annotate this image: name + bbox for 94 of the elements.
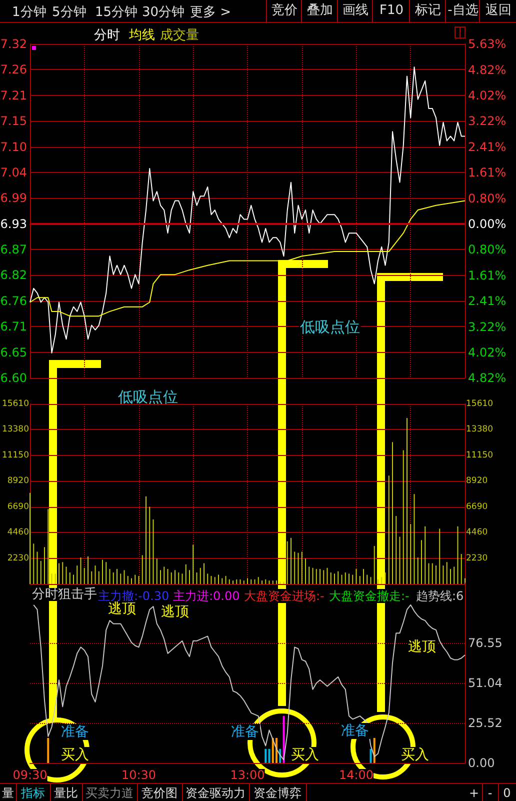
y-tick-label: 4460: [7, 528, 29, 538]
y-tick-label: 15610: [2, 399, 29, 409]
y-tick-label: 6.76: [0, 294, 27, 308]
y2-tick-label: 1.61%: [468, 165, 506, 180]
annotation: 准备: [61, 724, 89, 740]
line-series: [30, 66, 466, 354]
text: 竞价: [266, 0, 302, 22]
text: 分时: [94, 28, 120, 43]
y-tick-label: 6.99: [0, 191, 27, 206]
text: 叠加: [301, 0, 338, 22]
text: 均线: [128, 28, 155, 43]
chart-title: 分时狙击手: [32, 587, 97, 602]
annotation: 买入: [401, 747, 429, 763]
y-tick-label: 7.26: [0, 62, 27, 77]
text: +: [466, 784, 483, 801]
y2-tick-label: 4.82%: [468, 62, 506, 77]
annotation: 低吸点位: [118, 388, 178, 406]
bar: [373, 738, 376, 763]
y2-tick-label: 3.22%: [468, 320, 506, 334]
y2-tick-label: 4.02%: [468, 88, 506, 102]
y-tick-label: 6.87: [0, 242, 27, 257]
y-tick-label: 0.00: [468, 756, 495, 770]
annotation: 主力进:0.00: [173, 589, 240, 603]
annotation: 准备: [231, 724, 259, 740]
text: 成交量: [160, 27, 199, 43]
bar: [370, 748, 372, 763]
text: F10: [372, 0, 410, 22]
text: 资金博弈: [249, 784, 307, 801]
y-tick-label: 13380: [2, 424, 29, 435]
x-tick-label: 14:00: [338, 768, 374, 782]
y-tick-label: 8920: [7, 476, 29, 486]
text: 15分钟: [95, 4, 138, 21]
y2-tick-label: 0.80%: [468, 242, 506, 257]
y-tick-label: 7.32: [0, 37, 27, 51]
y-tick-label: 6.65: [0, 345, 27, 360]
y2-tick-label: 3.22%: [468, 114, 506, 128]
y-tick-label: 6690: [7, 502, 29, 512]
y2-tick-label: 2.41%: [468, 294, 506, 308]
text: 量: [0, 784, 17, 801]
text: 5分钟: [52, 4, 86, 21]
annotation: 准备: [341, 723, 369, 739]
annotation: 大盘资金进场:-: [244, 589, 324, 603]
y2-tick-label: 5.63%: [468, 37, 506, 51]
y-tick-label: 7.04: [0, 165, 27, 180]
text: 1分钟: [12, 4, 46, 21]
text: 竞价图: [137, 784, 183, 801]
annotation: 买入: [61, 747, 89, 763]
y-tick-label: 51.04: [468, 676, 502, 690]
annotation: 大盘资金撤走:-: [329, 589, 410, 603]
y2-tick-label: 4.82%: [468, 371, 506, 385]
y-tick-label: 2230: [7, 553, 29, 564]
y-tick-label: 25.52: [468, 716, 502, 730]
text: 返回: [479, 0, 516, 22]
y-tick-label: 11150: [2, 450, 29, 460]
text: 买卖力道: [82, 784, 138, 801]
y-tick-label: 7.21: [0, 88, 27, 102]
text: 量比: [50, 784, 83, 801]
text: 更多 >: [190, 4, 232, 21]
bar: [264, 748, 267, 763]
text: 标记: [409, 0, 446, 22]
text: 30分钟: [142, 4, 185, 21]
y2-tick-label: 2.41%: [468, 140, 506, 154]
y-tick-label: 6.82: [0, 268, 27, 282]
text: -: [482, 784, 499, 801]
bar: [272, 738, 274, 763]
y-tick-label: 6.93: [0, 216, 27, 231]
x-tick-label: 13:00: [230, 768, 265, 782]
annotation: 逃顶: [108, 601, 136, 617]
text: 画线: [337, 0, 373, 22]
text: 0: [498, 784, 516, 801]
y-tick-label: 6.71: [0, 320, 27, 334]
annotation: 低吸点位: [300, 318, 360, 336]
text: -自选: [445, 0, 480, 22]
y2-tick-label: 0.80%: [468, 191, 506, 206]
y-tick-label: 6.60: [0, 371, 27, 385]
annotation: 趋势线:6: [416, 589, 464, 603]
y2-tick-label: 4.02%: [468, 345, 506, 360]
bar: [268, 748, 270, 763]
y-tick-label: 76.55: [468, 636, 502, 650]
y2-tick-label: 1.61%: [468, 268, 506, 282]
x-tick-label: 09:30: [12, 768, 48, 782]
annotation: 买入: [291, 747, 319, 763]
annotation: 逃顶: [161, 604, 189, 620]
text: 资金驱动力: [182, 784, 250, 801]
annotation: 主力撤:-0.30: [98, 589, 170, 603]
bar: [276, 738, 278, 763]
text: 指标: [16, 784, 51, 801]
y2-tick-label: 0.00%: [468, 216, 506, 231]
y-tick-label: 7.10: [0, 140, 27, 154]
bar: [47, 738, 50, 763]
line-series: [30, 200, 466, 317]
x-tick-label: 10:30: [121, 768, 156, 782]
y-tick-label: 7.15: [0, 114, 27, 128]
annotation: 逃顶: [408, 639, 436, 655]
